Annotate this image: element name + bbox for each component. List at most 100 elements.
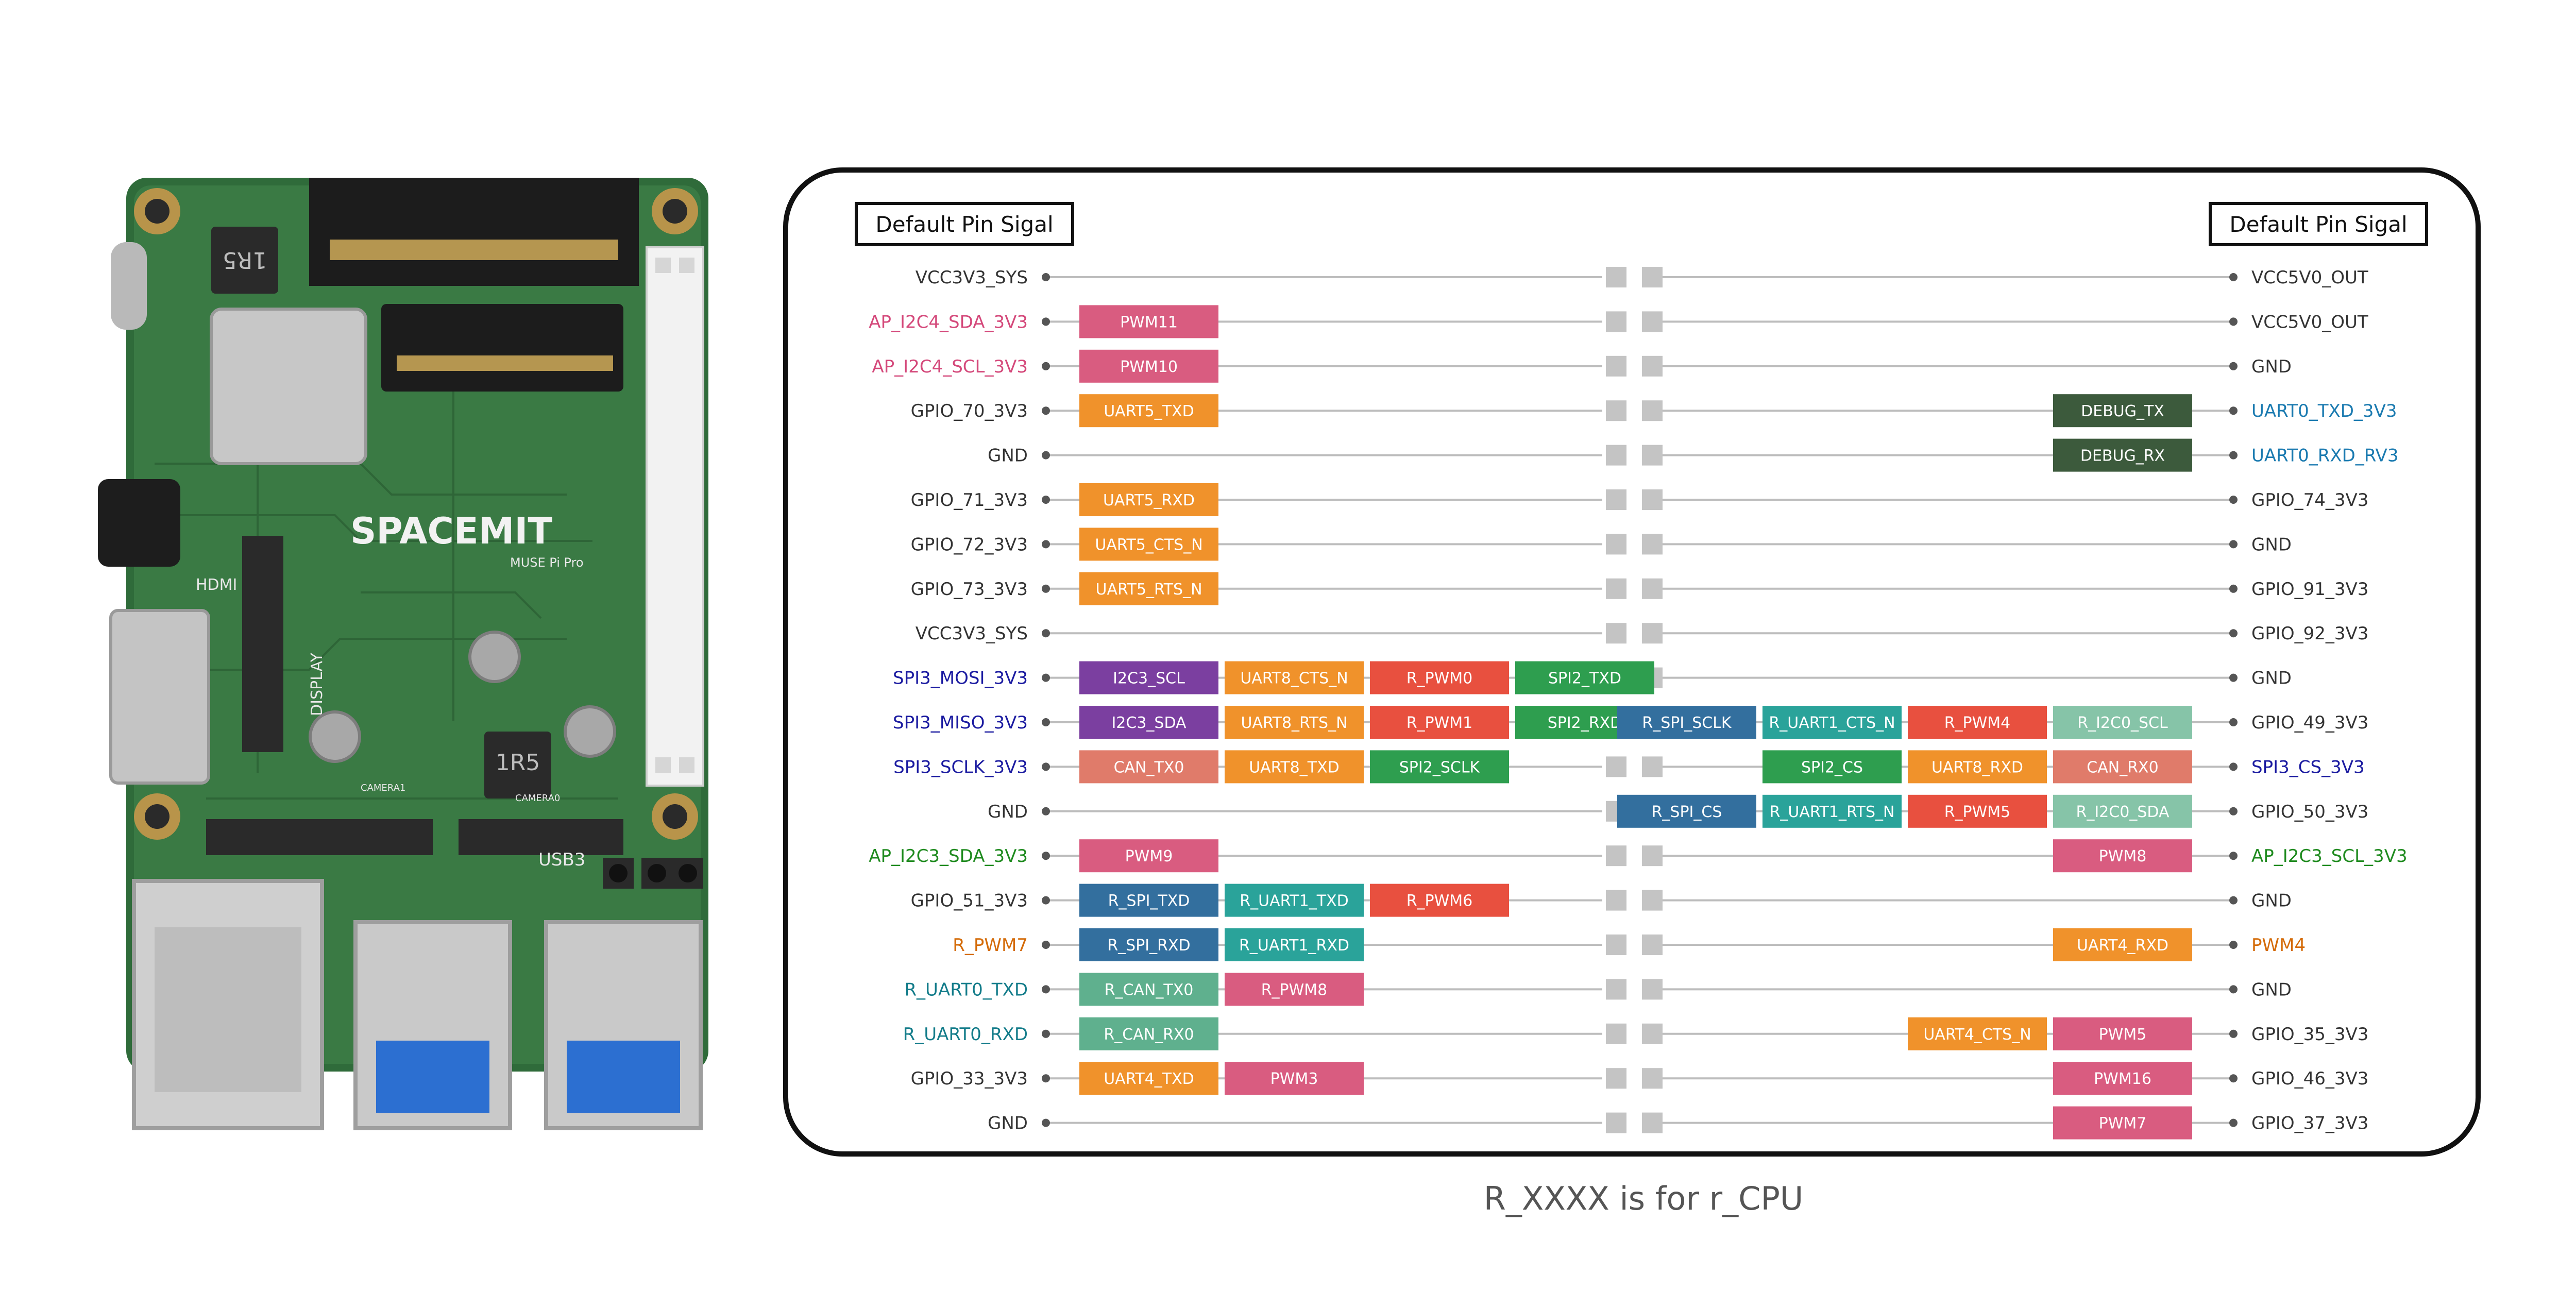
right-function-label: R_UART1_CTS_N: [1769, 714, 1895, 732]
right-function-label: PWM7: [2099, 1115, 2147, 1133]
header-pin-odd: [1606, 400, 1626, 421]
left-function-tag: [1079, 572, 1218, 605]
left-pin-dot: [1042, 1029, 1050, 1038]
left-pin-name: VCC3V3_SYS: [916, 623, 1028, 644]
left-pin-dot: [1042, 762, 1050, 771]
left-function-label: R_CAN_RX0: [1104, 1026, 1194, 1044]
right-pin-name: GPIO_74_3V3: [2251, 490, 2368, 511]
header-pin-even: [1642, 1112, 1663, 1133]
inductor-1: [211, 227, 278, 294]
camera0-label: CAMERA0: [515, 793, 560, 804]
header-pin-even: [1642, 534, 1663, 555]
left-function-label: R_PWM0: [1406, 670, 1473, 688]
header-pin-odd: [1606, 311, 1626, 332]
left-function-tag: [1079, 1017, 1218, 1050]
left-function-tag: [1079, 928, 1218, 961]
right-function-tag: [2053, 750, 2192, 784]
left-function-tag: [1225, 973, 1364, 1006]
screw-3: [564, 705, 616, 758]
right-pin-dot: [2229, 896, 2238, 905]
right-pin-name: GND: [2251, 891, 2292, 911]
right-function-label: UART8_RXD: [1931, 758, 2023, 776]
left-function-tag: [1079, 349, 1218, 383]
right-function-tag: [1908, 750, 2047, 784]
left-header-title: Default Pin Sigal: [875, 212, 1053, 237]
header-pin-odd: [1606, 1068, 1626, 1089]
left-pin-name: GND: [988, 1113, 1028, 1134]
right-pin-name: SPI3_CS_3V3: [2251, 757, 2365, 777]
right-function-tag: [2053, 839, 2192, 873]
left-function-tag: [1370, 750, 1509, 784]
left-pin-dot: [1042, 852, 1050, 860]
header-pin-odd: [1606, 935, 1626, 955]
header-pin-even: [1642, 311, 1663, 332]
left-pin-name: GND: [988, 802, 1028, 822]
right-pin-dot: [2229, 673, 2238, 682]
right-function-tag: [2053, 394, 2192, 428]
right-pin-dot: [2229, 1029, 2238, 1038]
left-pin-name: R_PWM7: [953, 935, 1028, 956]
right-pin-name: GND: [2251, 668, 2292, 689]
left-pin-name: R_UART0_RXD: [903, 1024, 1028, 1045]
hdmi-port: [109, 609, 210, 785]
left-function-label: UART4_TXD: [1104, 1070, 1194, 1088]
usb3-port-2: [544, 920, 703, 1130]
header-pin-odd: [1606, 890, 1626, 911]
header-pin-odd: [1606, 578, 1626, 599]
left-pin-name: GPIO_33_3V3: [911, 1068, 1028, 1089]
left-function-tag: [1079, 750, 1218, 784]
caption: R_XXXX is for r_CPU: [1483, 1180, 1804, 1217]
display-label: DISPLAY: [308, 652, 326, 716]
left-function-tag: [1079, 483, 1218, 516]
right-pin-name: GPIO_35_3V3: [2251, 1024, 2368, 1045]
left-pin-name: AP_I2C3_SDA_3V3: [869, 846, 1028, 867]
right-pin-name: GND: [2251, 979, 2292, 1000]
header-pin-even: [1642, 445, 1663, 466]
right-pin-dot: [2229, 496, 2238, 504]
left-function-label: SPI2_RXD: [1548, 714, 1622, 732]
right-pin-dot: [2229, 718, 2238, 726]
right-pin-name: GPIO_92_3V3: [2251, 623, 2368, 644]
left-function-label: R_SPI_RXD: [1107, 937, 1190, 955]
left-pin-dot: [1042, 673, 1050, 682]
header-pin-even: [1642, 890, 1663, 911]
right-function-label: PWM16: [2094, 1070, 2151, 1088]
left-function-label: PWM3: [1270, 1070, 1318, 1088]
left-function-label: R_PWM6: [1406, 892, 1473, 910]
left-function-tag: [1079, 839, 1218, 873]
screw-2: [309, 710, 361, 763]
right-pin-dot: [2229, 406, 2238, 415]
right-function-tag: [1908, 706, 2047, 739]
right-pin-name: GPIO_46_3V3: [2251, 1068, 2368, 1089]
right-pin-name: VCC5V0_OUT: [2251, 267, 2368, 288]
header-pin-odd: [1606, 355, 1626, 377]
pcb-traces: [155, 335, 618, 800]
usbc-port: [111, 242, 147, 330]
right-function-tag: [2053, 1106, 2192, 1140]
right-pin-dot: [2229, 629, 2238, 638]
right-function-label: DEBUG_RX: [2080, 447, 2165, 465]
right-function-label: R_SPI_SCLK: [1642, 714, 1732, 732]
right-function-label: R_I2C0_SCL: [2077, 714, 2168, 732]
right-pin-name: VCC5V0_OUT: [2251, 312, 2368, 332]
left-function-tag: [1225, 928, 1364, 961]
right-pin-name: PWM4: [2251, 935, 2306, 956]
left-pin-name: GND: [988, 446, 1028, 466]
left-function-label: CAN_TX0: [1114, 758, 1184, 776]
left-function-label: SPI2_TXD: [1548, 670, 1621, 688]
header-pin-even: [1642, 845, 1663, 867]
left-pin-dot: [1042, 584, 1050, 593]
left-function-label: R_UART1_TXD: [1240, 892, 1348, 910]
hdmi-label: HDMI: [196, 576, 237, 594]
camera1-label: CAMERA1: [361, 783, 405, 793]
left-function-tag: [1079, 528, 1218, 561]
left-function-tag: [1079, 305, 1218, 338]
left-function-tag: [1079, 394, 1218, 428]
header-pin-even: [1642, 623, 1663, 644]
left-pin-dot: [1042, 1118, 1050, 1127]
right-function-label: UART4_RXD: [2077, 937, 2168, 955]
pin-rows: VCC3V3_SYS VCC5V0_OUT AP_I2C4_SDA_3V3 VCC5V…: [869, 267, 2408, 1140]
left-function-tag: [1225, 884, 1364, 917]
left-pin-name: AP_I2C4_SCL_3V3: [872, 356, 1028, 377]
left-function-label: UART8_RTS_N: [1241, 714, 1347, 732]
